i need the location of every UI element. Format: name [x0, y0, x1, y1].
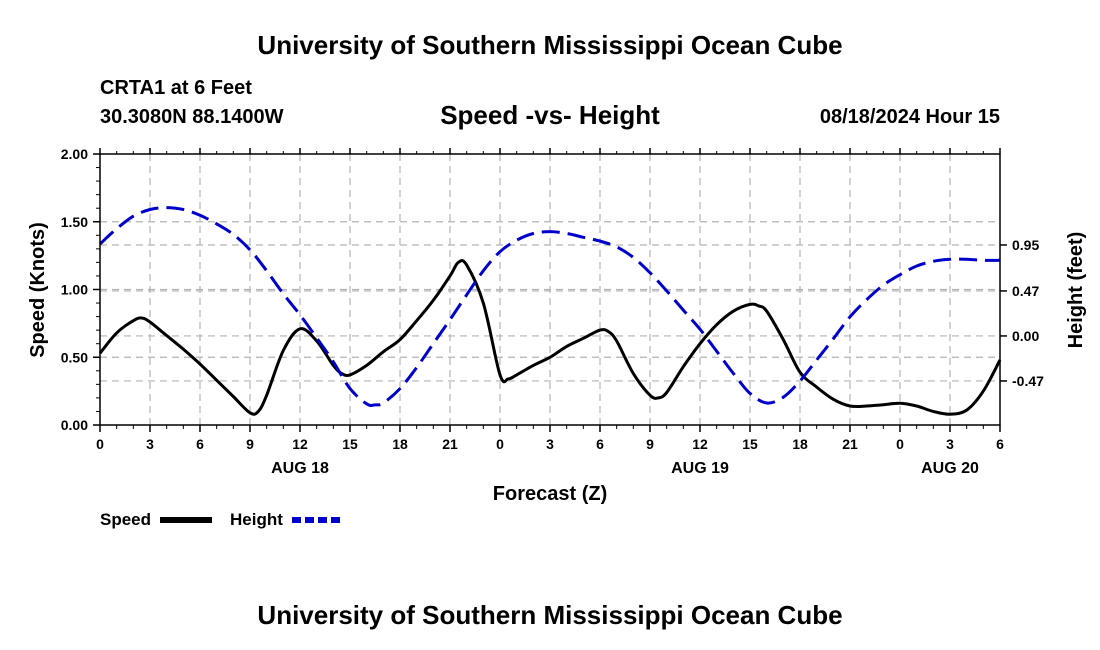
y-tick-label: 0.00 [61, 417, 88, 433]
x-tick-label: 3 [546, 436, 554, 452]
x-tick-label: 0 [496, 436, 504, 452]
page-title: University of Southern Mississippi Ocean… [257, 30, 843, 60]
x-tick-label: 6 [996, 436, 1004, 452]
station-label: CRTA1 at 6 Feet [100, 77, 252, 99]
chart-title: Speed -vs- Height [440, 100, 660, 130]
x-tick-label: 15 [742, 436, 758, 452]
x-tick-label: 12 [692, 436, 708, 452]
y2-tick-label: 0.47 [1012, 283, 1039, 299]
y-tick-label: 0.50 [61, 349, 88, 365]
x-tick-label: 18 [392, 436, 408, 452]
chart-legend: Speed Height [100, 510, 344, 529]
y-axis-label: Speed (Knots) [27, 222, 49, 358]
y2-tick-label: -0.47 [1012, 373, 1044, 389]
x-tick-label: 3 [146, 436, 154, 452]
day-label: AUG 19 [671, 460, 729, 477]
y-tick-label: 1.50 [61, 214, 88, 230]
x-tick-label: 9 [646, 436, 654, 452]
y2-tick-label: 0.95 [1012, 237, 1039, 253]
forecast-datetime: 08/18/2024 Hour 15 [819, 106, 1000, 128]
legend-speed-label: Speed [100, 510, 151, 529]
x-axis-label: Forecast (Z) [493, 483, 607, 505]
x-tick-label: 21 [842, 436, 858, 452]
x-tick-label: 6 [196, 436, 204, 452]
x-tick-label: 21 [442, 436, 458, 452]
x-tick-label: 9 [246, 436, 254, 452]
plot-frame [99, 153, 1001, 426]
coordinates-label: 30.3080N 88.1400W [100, 106, 284, 128]
x-tick-label: 18 [792, 436, 808, 452]
x-tick-label: 0 [96, 436, 104, 452]
day-label: AUG 20 [921, 460, 979, 477]
y2-axis-label: Height (feet) [1065, 232, 1087, 349]
x-tick-label: 12 [292, 436, 308, 452]
legend-height-label: Height [230, 510, 283, 529]
y2-tick-label: 0.00 [1012, 328, 1039, 344]
x-tick-label: 0 [896, 436, 904, 452]
chart-series [98, 206, 1002, 416]
x-tick-label: 6 [596, 436, 604, 452]
chart-grid [100, 154, 1000, 425]
footer-title: University of Southern Mississippi Ocean… [257, 600, 843, 630]
speed-series-line [98, 259, 1002, 416]
chart-ticks: 0 3 6 9 12 15 18 21 0 3 6 9 12 15 18 21 0 3 6 AUG 18 AUG 19 A… [61, 146, 1044, 477]
y-tick-label: 2.00 [61, 146, 88, 162]
y-tick-label: 1.00 [61, 282, 88, 298]
x-tick-label: 15 [342, 436, 358, 452]
x-tick-label: 3 [946, 436, 954, 452]
day-label: AUG 18 [271, 460, 329, 477]
speed-height-chart: 0 3 6 9 12 15 18 21 0 3 6 9 12 15 18 21 0 3 6 AUG 18 AUG 19 A… [27, 146, 1087, 529]
